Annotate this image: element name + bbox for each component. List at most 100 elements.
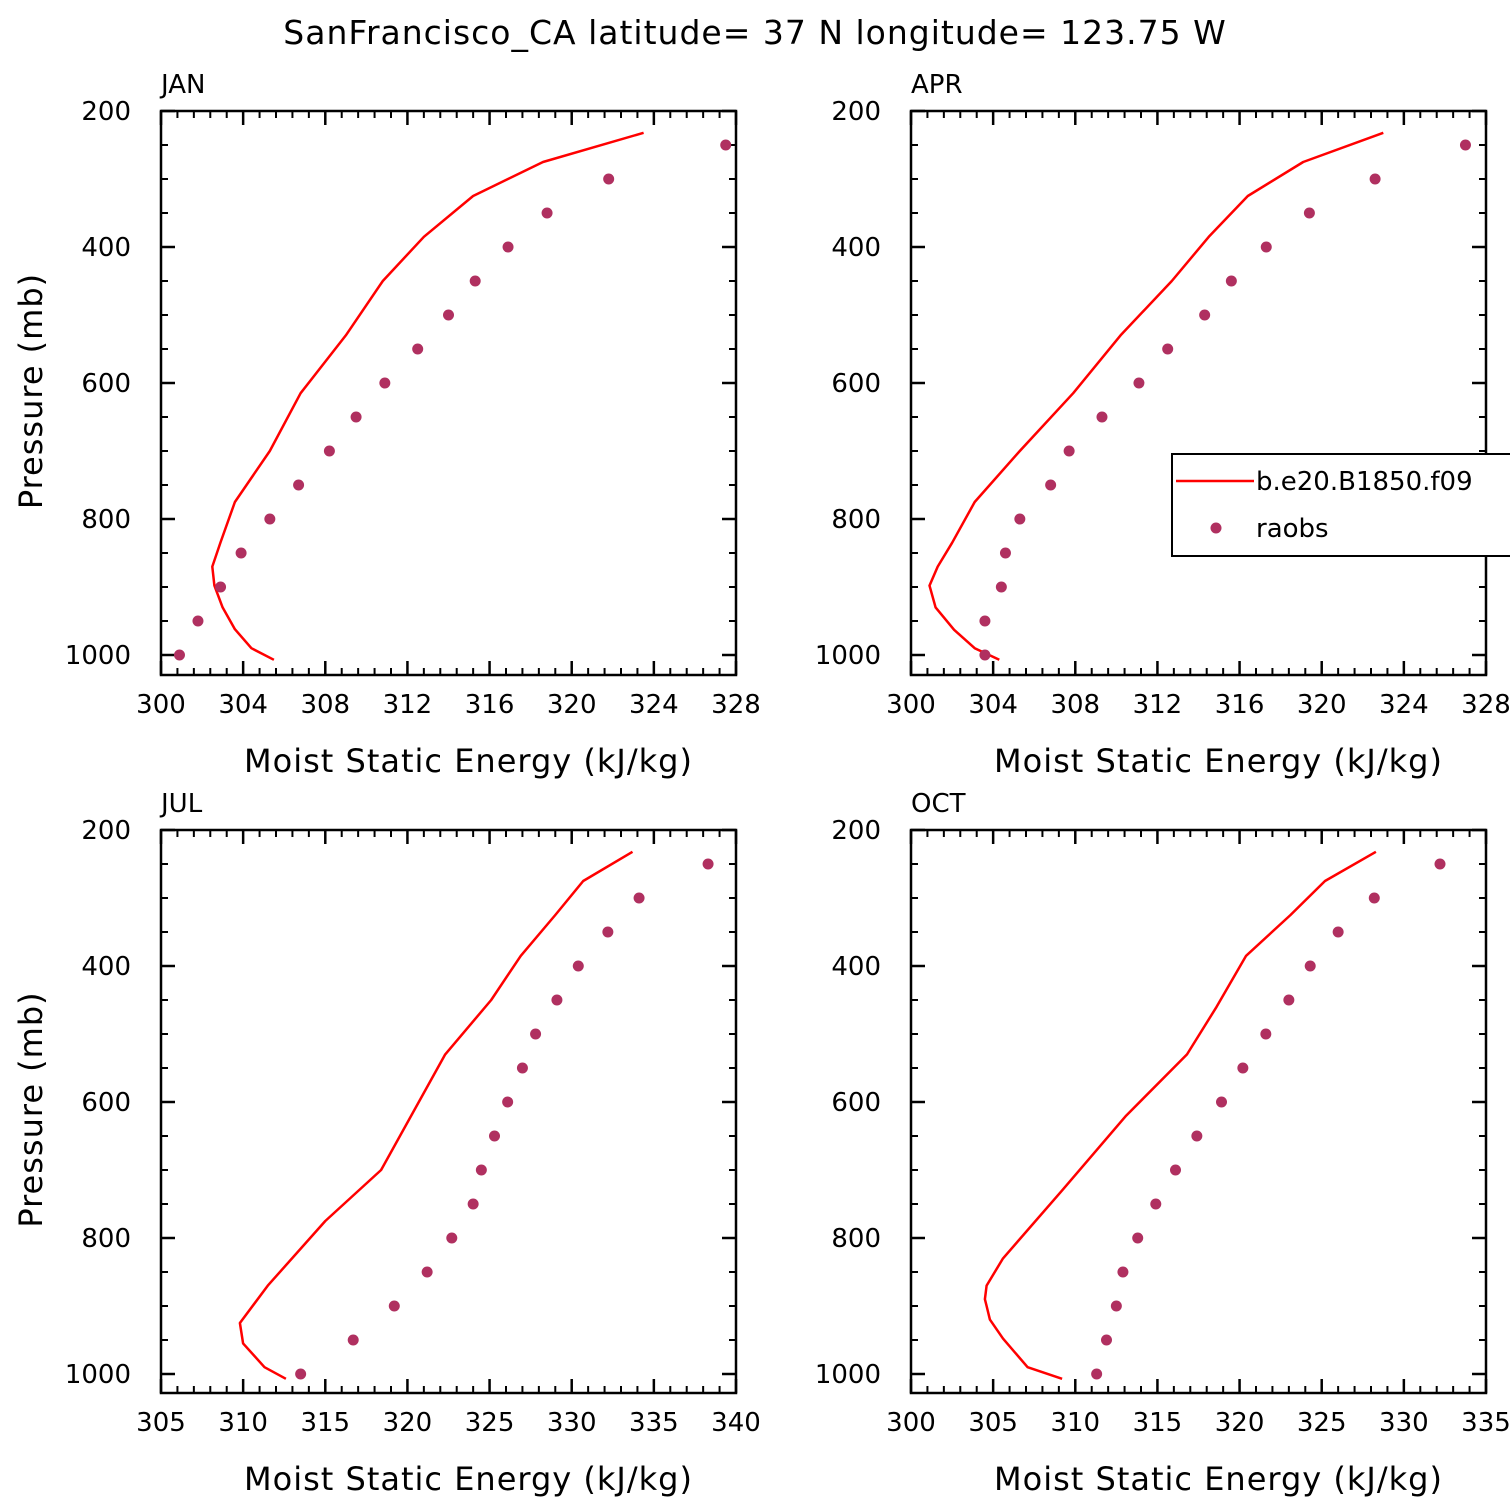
panel-oct: OCT 300 305 310 315 320 325 330 335 200 400 600 800 1… [815, 789, 1510, 1498]
obs-point [1434, 858, 1446, 870]
obs-point [350, 411, 362, 423]
obs-point [1063, 445, 1075, 457]
obs-point [1304, 960, 1316, 972]
obs-point [1216, 1096, 1227, 1108]
obs-point [702, 858, 714, 870]
x-tick-label: 304 [968, 690, 1018, 720]
x-axis-label: Moist Static Energy (kJ/kg) [244, 1460, 693, 1498]
x-axis-label: Moist Static Energy (kJ/kg) [994, 1460, 1443, 1498]
x-tick-label: 335 [1461, 1408, 1510, 1438]
x-tick-label: 315 [300, 1408, 350, 1438]
obs-point [502, 241, 514, 253]
model-line [983, 850, 1377, 1380]
obs-point [192, 615, 204, 627]
obs-point [1199, 309, 1211, 321]
y-tick-label: 800 [81, 505, 131, 535]
obs-point [633, 892, 645, 904]
y-tick-label: 1000 [65, 1360, 131, 1390]
x-tick-label: 316 [1215, 690, 1265, 720]
panel-apr: APR 300 304 308 312 316 320 324 328 200 400 600 800 1… [815, 70, 1510, 780]
obs-point [446, 1232, 458, 1244]
x-tick-label: 308 [300, 690, 350, 720]
x-tick-label: 328 [711, 690, 761, 720]
obs-point [1283, 994, 1295, 1006]
obs-point [1150, 1198, 1162, 1210]
panel-title: OCT [911, 789, 966, 819]
x-tick-label: 305 [136, 1408, 186, 1438]
y-tick-label: 600 [81, 369, 131, 399]
x-tick-label: 325 [1297, 1408, 1347, 1438]
obs-point [502, 1096, 514, 1108]
y-tick-label: 1000 [815, 1360, 881, 1390]
x-tick-label: 316 [465, 690, 515, 720]
plot-frame [159, 828, 738, 1395]
panel-jan: JAN 300 304 308 312 316 320 324 328 200 400 600 800 1… [12, 70, 761, 780]
legend: b.e20.B1850.f09 raobs [1171, 453, 1510, 557]
series-group [238, 850, 714, 1380]
obs-point [603, 173, 615, 185]
obs-point [264, 513, 276, 525]
obs-point [1132, 1232, 1144, 1244]
y-tick-label: 200 [831, 816, 881, 846]
obs-point [347, 1334, 359, 1346]
obs-point [1368, 892, 1380, 904]
x-tick-label: 305 [968, 1408, 1018, 1438]
obs-point [541, 207, 553, 219]
panel-title: JUL [159, 789, 203, 819]
panel-title: JAN [159, 70, 205, 100]
x-tick-label: 330 [547, 1408, 597, 1438]
x-tick-label: 340 [711, 1408, 761, 1438]
obs-point [999, 547, 1011, 559]
obs-point [1162, 343, 1174, 355]
series-group [173, 131, 732, 661]
y-tick-label: 600 [831, 369, 881, 399]
x-tick-label: 320 [547, 690, 597, 720]
y-tick-label: 800 [831, 505, 881, 535]
obs-point [295, 1368, 307, 1380]
model-line [928, 131, 1384, 661]
obs-point [379, 377, 391, 389]
x-tick-label: 308 [1050, 690, 1100, 720]
x-tick-label: 315 [1133, 1408, 1183, 1438]
y-tick-label: 600 [831, 1088, 881, 1118]
obs-point [1133, 377, 1145, 389]
obs-point [215, 581, 227, 593]
obs-point [489, 1130, 500, 1142]
y-tick-label: 400 [81, 233, 131, 263]
y-tick-label: 800 [831, 1224, 881, 1254]
x-axis-label: Moist Static Energy (kJ/kg) [994, 742, 1443, 780]
y-axis-label: Pressure (mb) [12, 273, 50, 509]
obs-point [388, 1300, 400, 1312]
obs-point [412, 343, 424, 355]
obs-point [551, 994, 563, 1006]
x-tick-label: 310 [1050, 1408, 1100, 1438]
obs-point [720, 139, 732, 151]
legend-model-label: b.e20.B1850.f09 [1256, 467, 1473, 497]
obs-point [516, 1062, 528, 1074]
obs-point [1096, 411, 1108, 423]
y-tick-label: 800 [81, 1224, 131, 1254]
x-tick-label: 320 [1215, 1408, 1265, 1438]
x-tick-label: 324 [1379, 690, 1429, 720]
y-tick-label: 400 [831, 952, 881, 982]
figure-title: SanFrancisco_CA latitude= 37 N longitude… [283, 13, 1226, 52]
obs-point [1191, 1130, 1203, 1142]
x-tick-label: 300 [886, 690, 936, 720]
panel-jul: JUL 305 310 315 320 325 330 335 340 200 400 600 800 1… [12, 789, 761, 1498]
obs-point [530, 1028, 542, 1040]
x-axis-label: Moist Static Energy (kJ/kg) [244, 742, 693, 780]
x-tick-label: 328 [1461, 690, 1510, 720]
legend-point-swatch [1210, 522, 1222, 534]
model-line [211, 131, 644, 661]
model-line [238, 850, 634, 1380]
x-tick-label: 330 [1379, 1408, 1429, 1438]
obs-point [475, 1164, 487, 1176]
legend-box [1171, 453, 1510, 557]
x-tick-label: 300 [886, 1408, 936, 1438]
obs-point [421, 1266, 433, 1278]
plot-frame [909, 109, 1488, 677]
y-tick-label: 400 [81, 952, 131, 982]
obs-point [1237, 1062, 1249, 1074]
obs-point [602, 926, 614, 938]
